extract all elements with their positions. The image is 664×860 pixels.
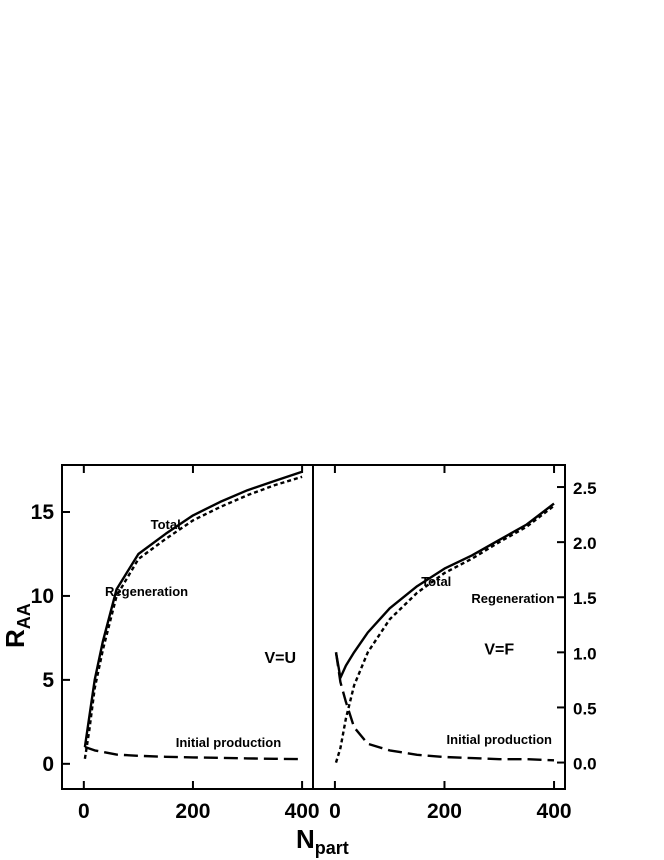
x-tick-label: 200 [427, 800, 462, 823]
x-tick-label: 200 [175, 800, 210, 823]
y-tick-label: 10 [31, 585, 54, 608]
x-axis-title-main: N [296, 824, 315, 854]
y-tick-label: 1.0 [573, 644, 597, 663]
x-tick-label: 0 [78, 800, 90, 823]
x-axis-title-sub: part [315, 838, 349, 858]
curve-annotation: Initial production [176, 735, 281, 750]
panel-label: V=F [484, 642, 514, 659]
y-tick-label: 2.5 [573, 479, 597, 498]
curve-annotation: Total [421, 574, 451, 589]
series-line-total [334, 502, 555, 679]
y-axis-title-sub: AA [14, 603, 34, 629]
curve-annotation: Total [151, 517, 181, 532]
y-tick-label: 15 [31, 501, 55, 524]
curve-annotation: Regeneration [471, 591, 554, 606]
curve-annotation: Regeneration [105, 584, 188, 599]
y-tick-label: 1.5 [573, 589, 597, 608]
series-line-initial-production [334, 652, 555, 762]
plot-frame [312, 464, 566, 790]
y-tick-label: 0.5 [573, 699, 597, 718]
series-line-total [83, 470, 303, 748]
series-line-regeneration [83, 475, 303, 759]
curve-annotation: Initial production [447, 732, 552, 747]
series-line-initial-production [84, 745, 303, 761]
panel-v-f: 0 200 400 0.0 0.5 1.0 1.5 2.0 2.5 Total Regenerati… [312, 464, 597, 823]
x-axis-title: Npart [296, 824, 349, 858]
y-axis-title: RAA [0, 603, 34, 648]
y-axis-title-main: R [0, 629, 30, 648]
panel-v-u: 0 200 400 0 5 10 15 Total Regeneration Initial pr… [31, 464, 320, 823]
y-tick-label: 0 [42, 753, 54, 776]
x-tick-label: 400 [285, 800, 320, 823]
panel-label: V=U [264, 650, 296, 667]
y-tick-label: 2.0 [573, 534, 597, 553]
y-tick-label: 5 [42, 669, 54, 692]
y-tick-label: 0.0 [573, 755, 597, 774]
series-line-regeneration [334, 504, 555, 763]
x-tick-label: 400 [537, 800, 572, 823]
x-tick-label: 0 [329, 800, 341, 823]
